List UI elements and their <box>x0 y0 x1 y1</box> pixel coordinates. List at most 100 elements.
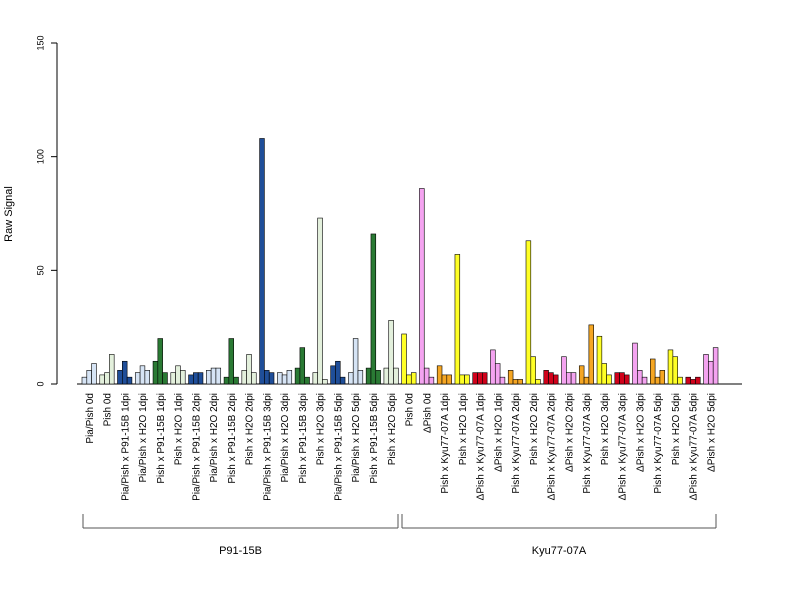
bar <box>606 374 612 385</box>
x-tick-label: Pia/Pish x H2O 5dpi <box>351 393 362 483</box>
bar <box>601 363 607 385</box>
bar <box>180 370 186 385</box>
x-tick-label: Pish x H2O 2dpi <box>529 393 540 465</box>
bar <box>401 333 407 385</box>
group-brackets: P91-15B Kyu77-07A <box>82 514 717 557</box>
bar <box>667 349 674 385</box>
bar <box>175 365 181 385</box>
x-tick-label: Pia/Pish x H2O 3dpi <box>280 393 291 483</box>
bar <box>352 338 359 385</box>
bar <box>454 254 461 385</box>
bar <box>268 372 275 385</box>
bar <box>436 365 443 385</box>
bar <box>499 376 506 385</box>
bar <box>677 376 683 385</box>
bar <box>659 370 666 385</box>
bar <box>494 363 501 385</box>
bar <box>428 376 435 385</box>
bar <box>335 360 341 385</box>
bar <box>703 354 709 385</box>
bar <box>477 372 483 385</box>
x-tick-label: Pish x H2O 1dpi <box>174 393 185 465</box>
bar <box>512 379 519 385</box>
bar <box>695 376 701 385</box>
bar <box>375 370 381 385</box>
bar <box>672 356 678 385</box>
bar <box>641 376 648 385</box>
bar <box>614 372 620 385</box>
bar <box>548 372 554 385</box>
x-tick-label: Pish x Kyu77-07A 5dpi <box>653 393 664 494</box>
x-tick-label: Pish x H2O 5dpi <box>387 393 398 465</box>
bar <box>708 360 714 385</box>
bar <box>139 365 146 385</box>
x-tick-label: ΔPish x H2O 2dpi <box>564 393 575 472</box>
bar <box>317 217 323 385</box>
bar <box>304 376 310 385</box>
x-tick-label: Pish 0d <box>405 393 416 426</box>
bar <box>197 372 204 385</box>
bar <box>561 356 567 385</box>
bar <box>446 374 452 385</box>
x-tick-label: ΔPish x Kyu77-07A 1dpi <box>476 393 487 500</box>
x-tick-label: Pish x H2O 3dpi <box>600 393 611 465</box>
bar <box>91 363 97 385</box>
bar <box>104 372 110 385</box>
y-tick-label: 100 <box>35 149 45 164</box>
bar <box>126 376 133 385</box>
x-tick-label: Pia/Pish x P91-15B 5dpi <box>333 393 344 501</box>
x-tick-label: ΔPish x H2O 3dpi <box>635 393 646 472</box>
bar <box>650 358 656 385</box>
bar <box>188 374 194 385</box>
x-tick-label: Pia/Pish x H2O 1dpi <box>138 393 149 483</box>
bracket-label: P91-15B <box>219 545 262 557</box>
bar <box>535 379 541 385</box>
bar <box>210 367 217 385</box>
bar <box>517 379 523 385</box>
bar <box>654 376 661 385</box>
bar <box>690 379 696 385</box>
bar <box>81 376 88 385</box>
x-tick-label: Pish x H2O 5dpi <box>671 393 682 465</box>
x-tick-label: ΔPish x H2O 5dpi <box>706 393 717 472</box>
bar <box>134 372 141 385</box>
bar <box>193 372 199 385</box>
y-tick-label: 150 <box>35 35 45 50</box>
bar <box>117 370 123 385</box>
bar <box>86 370 92 385</box>
bar <box>223 376 230 385</box>
bar <box>170 372 176 385</box>
x-tick-label: Pia/Pish x P91-15B 3dpi <box>262 393 273 501</box>
bar <box>109 354 115 385</box>
x-tick-label: Pish x P91-15B 5dpi <box>369 393 380 484</box>
bar <box>553 374 559 385</box>
bar <box>312 372 318 385</box>
bar <box>472 372 478 385</box>
bar <box>637 370 643 385</box>
bar <box>459 374 465 385</box>
y-tick-label: 50 <box>35 265 45 275</box>
bar <box>530 356 536 385</box>
x-tick-label: Pish x P91-15B 2dpi <box>227 393 238 484</box>
x-tick-label: Pish x H2O 3dpi <box>316 393 327 465</box>
bar <box>286 370 293 385</box>
bar <box>388 320 394 385</box>
bar <box>233 376 239 385</box>
bar <box>228 338 234 385</box>
bar <box>206 370 212 385</box>
bar <box>370 233 377 385</box>
bar <box>122 360 128 385</box>
y-tick-label: 0 <box>35 381 45 386</box>
x-tick-label: Pia/Pish x P91-15B 1dpi <box>120 393 131 501</box>
bar <box>322 379 328 385</box>
bar <box>570 372 577 385</box>
bar <box>632 342 638 385</box>
x-tick-label: Pia/Pish 0d <box>85 393 96 444</box>
bar <box>482 372 488 385</box>
x-tick-label: ΔPish x Kyu77-07A 3dpi <box>618 393 629 500</box>
bar <box>246 354 252 385</box>
bar <box>339 376 346 385</box>
bar <box>157 338 163 385</box>
x-tick-label: Pish x H2O 1dpi <box>458 393 469 465</box>
